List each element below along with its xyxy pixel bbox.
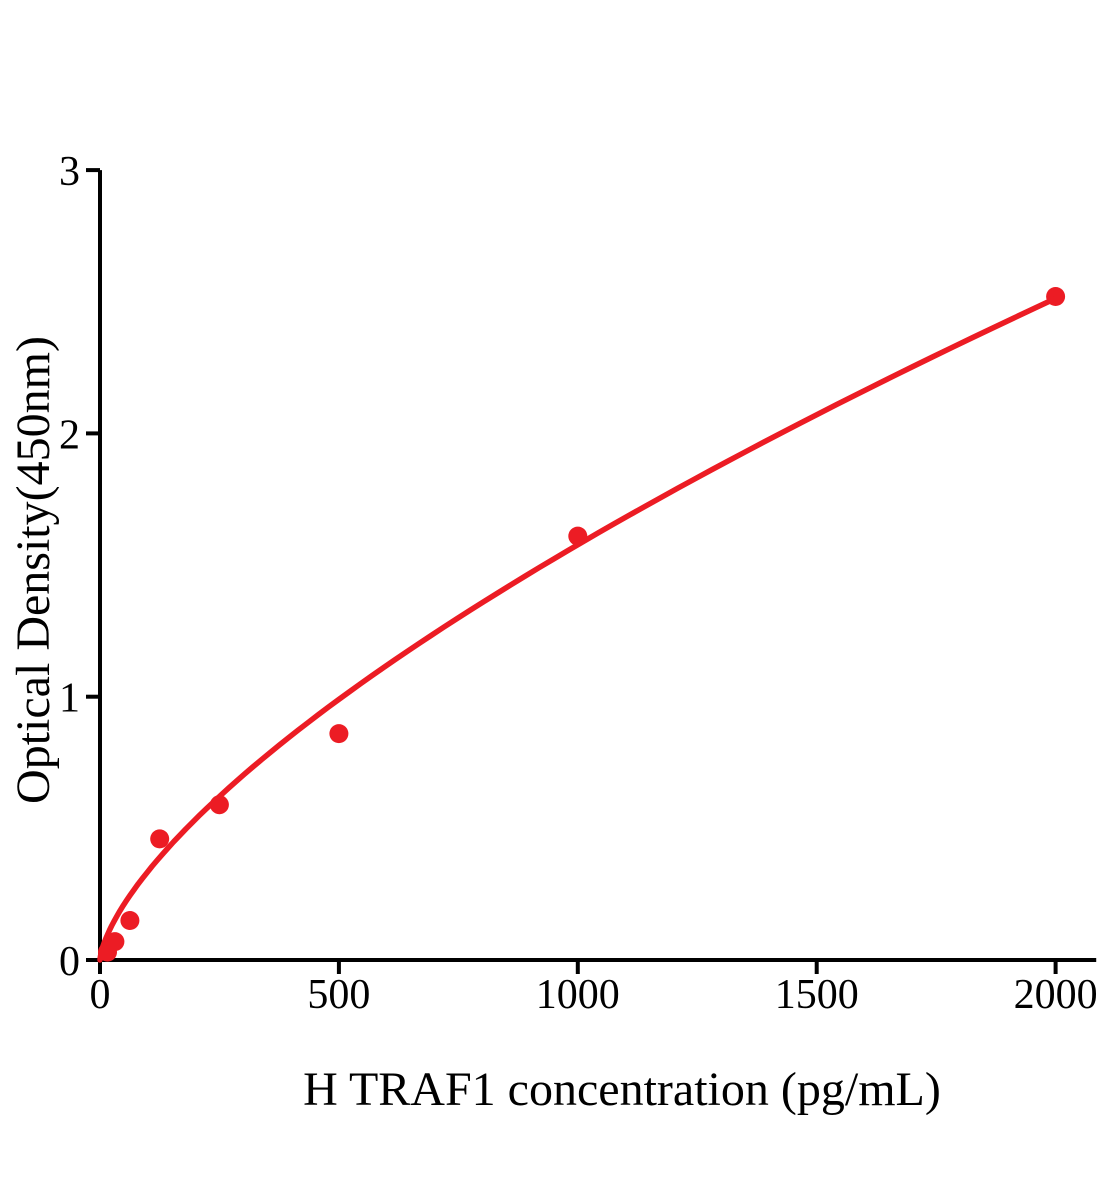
y-tick-label: 3 <box>59 149 80 195</box>
y-axis-title: Optical Density(450nm) <box>7 336 60 804</box>
x-tick-label: 1500 <box>775 972 859 1018</box>
x-tick-label: 0 <box>90 972 111 1018</box>
x-tick-label: 1000 <box>536 972 620 1018</box>
data-point <box>105 932 125 952</box>
fitted-curve <box>97 295 1059 963</box>
data-point <box>150 829 170 849</box>
x-tick-label: 500 <box>307 972 370 1018</box>
x-tick-label: 2000 <box>1014 972 1098 1018</box>
data-point <box>329 724 349 744</box>
y-tick-label: 0 <box>59 939 80 985</box>
y-tick-label: 2 <box>59 412 80 458</box>
y-tick-label: 1 <box>59 676 80 722</box>
data-point <box>120 911 140 930</box>
x-axis-title: H TRAF1 concentration (pg/mL) <box>303 1063 941 1116</box>
